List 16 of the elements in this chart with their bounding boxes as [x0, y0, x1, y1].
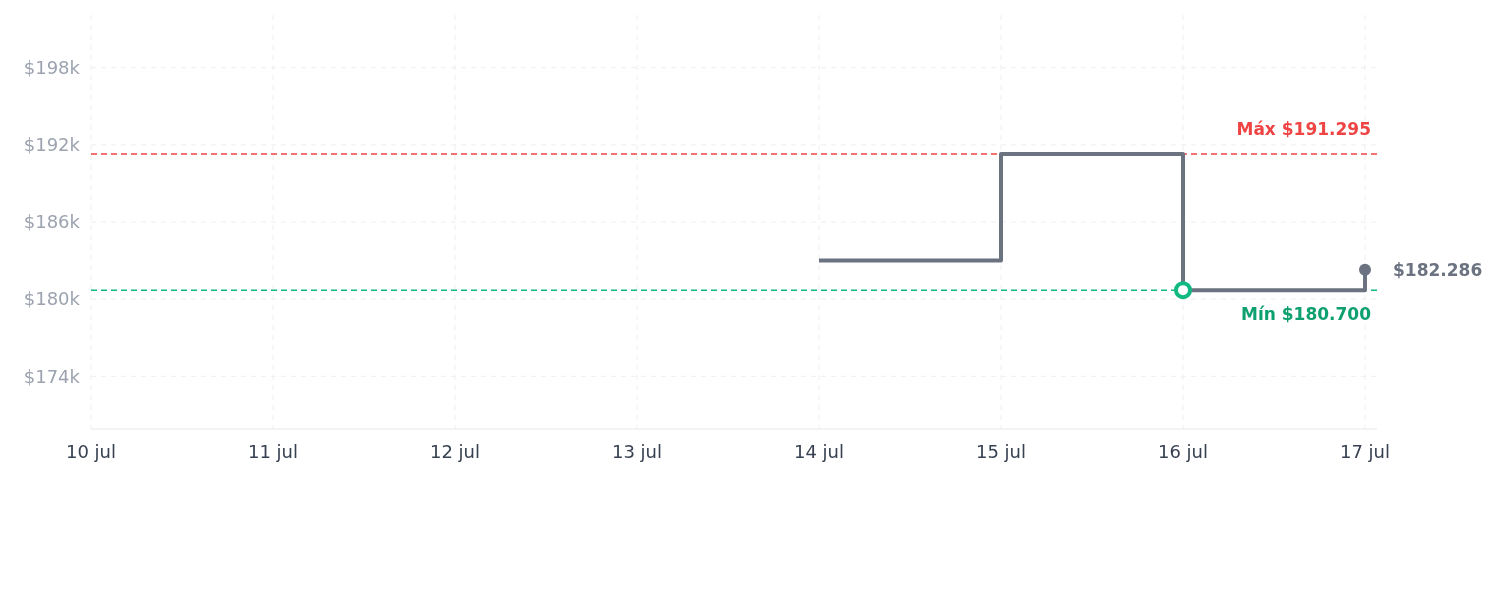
x-tick-label: 15 jul [975, 441, 1027, 462]
y-tick-label: $198k [23, 57, 81, 79]
x-tick-label: 13 jul [611, 441, 663, 462]
y-tick-label: $180k [23, 288, 81, 310]
x-tick-label: 12 jul [429, 441, 481, 462]
x-tick-label: 10 jul [65, 441, 117, 462]
y-tick-label: $174k [23, 365, 81, 387]
ref-line-label: Máx $191.295 [1236, 118, 1371, 139]
y-tick-label: $192k [23, 134, 81, 156]
y-tick-label: $186k [23, 211, 81, 233]
ref-line-label: Mín $180.700 [1240, 304, 1372, 325]
x-tick-label: 17 jul [1339, 441, 1391, 462]
x-tick-label: 14 jul [793, 441, 845, 462]
x-tick-label: 16 jul [1157, 441, 1209, 462]
annotation: $182.286 [1393, 259, 1483, 280]
x-tick-label: 11 jul [247, 441, 299, 462]
